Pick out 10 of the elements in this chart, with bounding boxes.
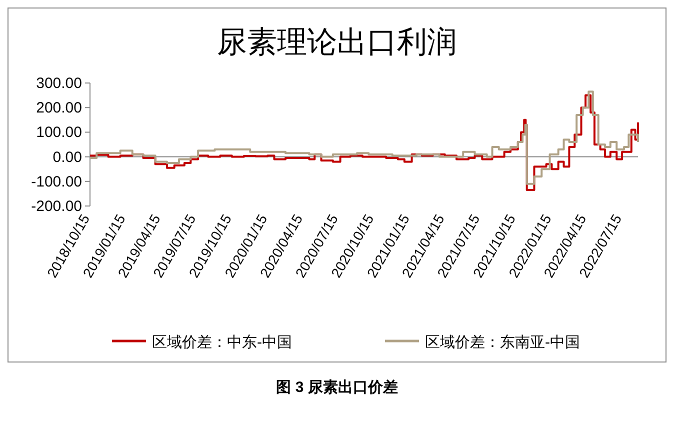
y-tick-label: 200.00 — [36, 100, 82, 117]
y-tick-label: -200.00 — [31, 198, 82, 215]
caption: 图 3 尿素出口价差 — [276, 379, 398, 396]
y-tick-label: -100.00 — [31, 173, 82, 190]
y-tick-label: 100.00 — [36, 124, 82, 142]
legend-label: 区域价差：东南亚-中国 — [425, 334, 580, 351]
chart-title: 尿素理论出口利润 — [217, 26, 457, 59]
y-tick-label: 300.00 — [36, 75, 82, 92]
legend-label: 区域价差：中东-中国 — [152, 334, 292, 351]
y-tick-label: 0.00 — [52, 148, 82, 166]
